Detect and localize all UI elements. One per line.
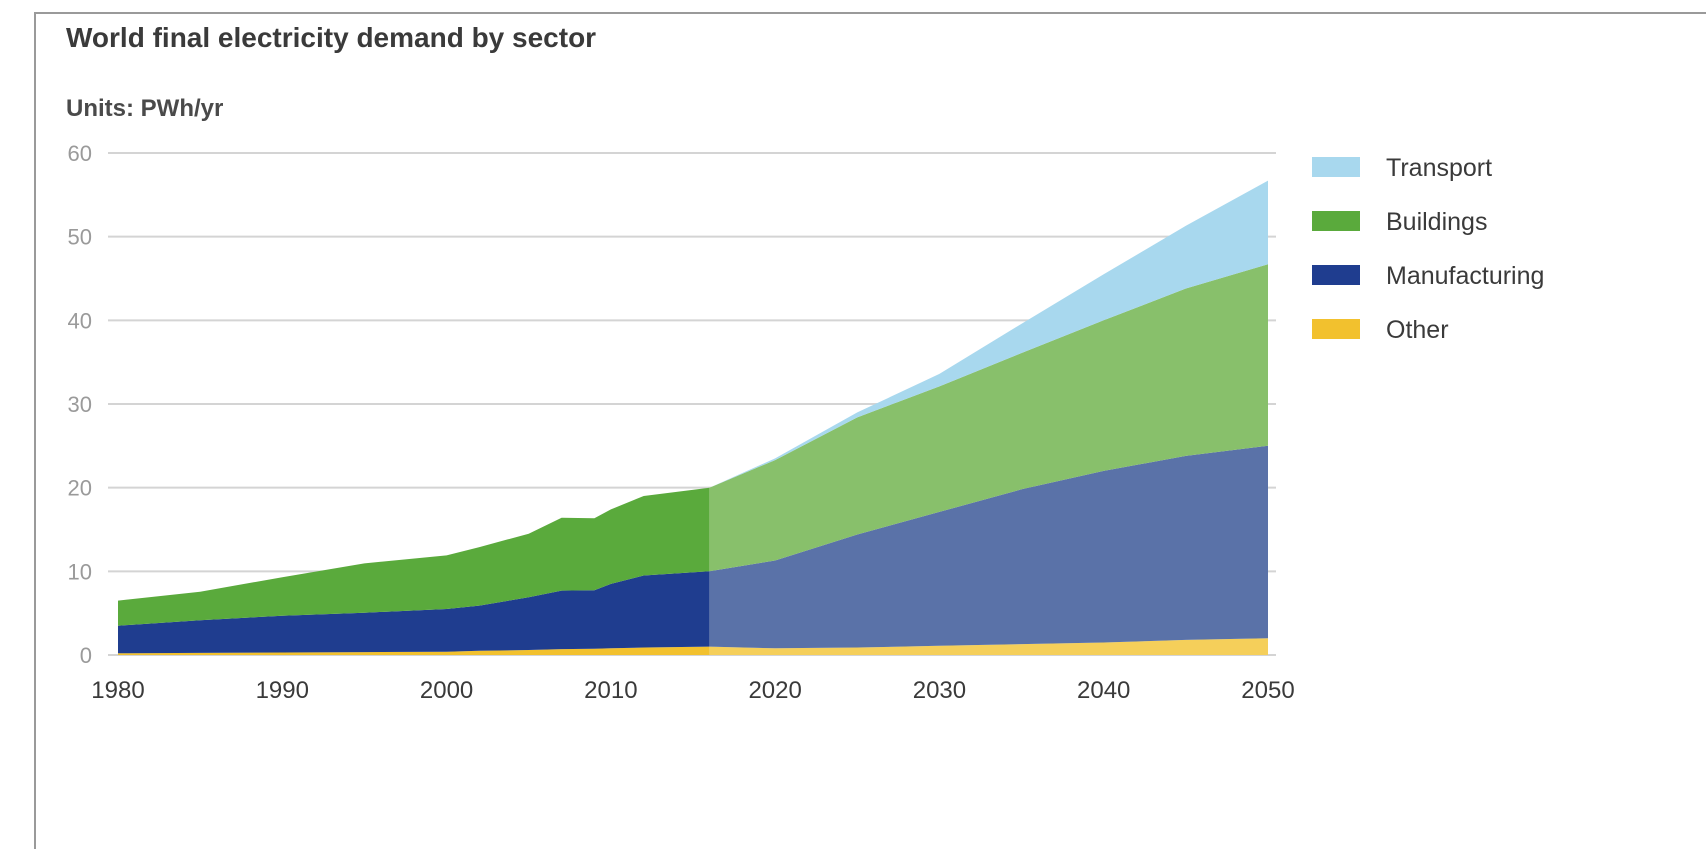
y-tick-label: 10 <box>68 559 92 584</box>
legend: Transport Buildings Manufacturing Other <box>1312 154 1544 344</box>
x-tick-label: 1980 <box>91 677 144 704</box>
legend-label-manufacturing: Manufacturing <box>1386 262 1544 290</box>
legend-label-other: Other <box>1386 316 1449 344</box>
x-axis-ticks: 1980 1990 2000 2010 2020 2030 2040 2050 <box>91 677 1294 704</box>
x-tick-label: 2020 <box>748 677 801 704</box>
x-tick-label: 2040 <box>1077 677 1130 704</box>
area-other-historic <box>118 646 710 655</box>
x-tick-label: 2050 <box>1241 677 1294 704</box>
chart-units: Units: PWh/yr <box>66 95 224 122</box>
y-tick-label: 60 <box>68 141 92 166</box>
area-buildings-forecast <box>709 264 1268 572</box>
legend-swatch-other <box>1312 319 1360 339</box>
y-tick-label: 20 <box>68 476 92 501</box>
legend-swatch-manufacturing <box>1312 265 1360 285</box>
y-tick-label: 40 <box>68 308 92 333</box>
area-manufacturing-historic <box>118 571 710 654</box>
x-tick-label: 1990 <box>256 677 309 704</box>
stacked-areas <box>118 180 1268 655</box>
x-tick-label: 2000 <box>420 677 473 704</box>
y-tick-label: 30 <box>68 392 92 417</box>
y-tick-label: 50 <box>68 225 92 250</box>
legend-swatch-buildings <box>1312 211 1360 231</box>
chart-title: World final electricity demand by sector <box>66 22 597 53</box>
area-other-forecast <box>709 638 1268 655</box>
area-manufacturing-forecast <box>709 445 1268 649</box>
legend-swatch-transport <box>1312 157 1360 177</box>
x-tick-label: 2030 <box>913 677 966 704</box>
x-tick-label: 2010 <box>584 677 637 704</box>
y-tick-label: 0 <box>80 643 92 668</box>
legend-label-buildings: Buildings <box>1386 208 1487 236</box>
area-buildings-historic <box>118 487 710 626</box>
legend-label-transport: Transport <box>1386 154 1492 182</box>
y-axis-ticks: 0 10 20 30 40 50 60 <box>68 141 92 668</box>
